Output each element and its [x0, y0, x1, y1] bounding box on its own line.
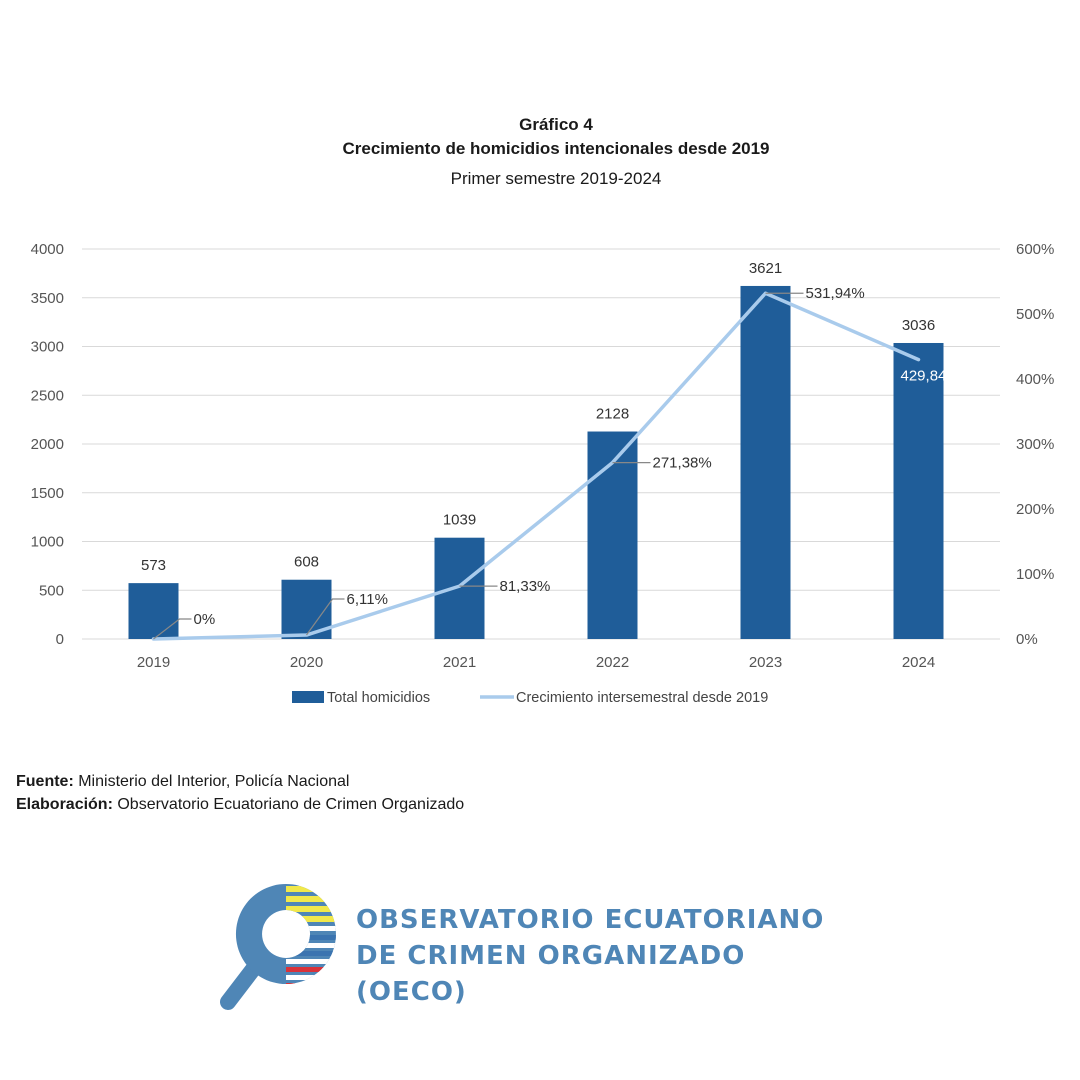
source-value: Ministerio del Interior, Policía Naciona… [73, 773, 350, 790]
y-right-tick-label: 0% [1016, 631, 1038, 648]
legend-label-line: Crecimiento intersemestral desde 2019 [516, 690, 768, 706]
y-left-tick-label: 2500 [31, 387, 64, 404]
leader-line [153, 618, 192, 640]
x-tick-label: 2019 [137, 654, 170, 671]
y-left-tick-label: 1500 [31, 485, 64, 502]
chart-subtitle: Primer semestre 2019-2024 [450, 169, 662, 188]
logo-line-1: OBSERVATORIO ECUATORIANO [356, 905, 825, 935]
y-right-tick-label: 600% [1016, 241, 1054, 258]
bar-value-label: 2128 [596, 406, 629, 423]
bar-value-label: 1039 [443, 512, 476, 529]
homicides-chart: 0 500 1000 1500 2000 2500 3000 3500 4000 0% 100% 20… [31, 241, 1055, 706]
x-tick-label: 2024 [902, 654, 935, 671]
y-left-tick-label: 3000 [31, 339, 64, 356]
bar-2022 [587, 431, 638, 639]
elaboration-value: Observatorio Ecuatoriano de Crimen Organ… [112, 796, 465, 813]
oeco-logo: OBSERVATORIO ECUATORIANO DE CRIMEN ORGAN… [216, 880, 856, 1020]
y-right-tick-label: 200% [1016, 501, 1054, 518]
logo-text: OBSERVATORIO ECUATORIANO DE CRIMEN ORGAN… [356, 902, 856, 1010]
legend-label-bars: Total homicidios [327, 690, 430, 706]
bar-value-label: 608 [294, 554, 319, 571]
y-left-tick-label: 500 [39, 582, 64, 599]
magnifier-logo-icon [220, 884, 336, 1010]
growth-value-label: 531,94% [806, 285, 865, 302]
leader-line [306, 598, 345, 636]
bar-value-label: 3036 [902, 317, 935, 334]
growth-value-label: 271,38% [653, 455, 712, 472]
y-left-tick-label: 1000 [31, 534, 64, 551]
growth-value-label: 6,11% [347, 591, 388, 608]
source-label: Fuente: [16, 773, 74, 790]
chart-title: Crecimiento de homicidios intencionales … [342, 139, 770, 158]
elaboration-label: Elaboración: [16, 796, 113, 813]
growth-line [151, 291, 921, 641]
y-left-tick-label: 0 [56, 631, 64, 648]
x-tick-label: 2021 [443, 654, 476, 671]
elaboration-line: Elaboración: Observatorio Ecuatoriano de… [16, 793, 464, 816]
y-right-tick-label: 500% [1016, 306, 1054, 323]
bar-2019 [128, 583, 179, 639]
x-tick-label: 2020 [290, 654, 323, 671]
legend-swatch-bars [292, 691, 324, 703]
y-right-tick-label: 100% [1016, 566, 1054, 583]
bar-2023 [740, 285, 791, 639]
y-left-tick-label: 2000 [31, 436, 64, 453]
bar-value-label: 573 [141, 557, 166, 574]
y-left-tick-label: 3500 [31, 290, 64, 307]
x-tick-label: 2022 [596, 654, 629, 671]
y-left-tick-label: 4000 [31, 241, 64, 258]
growth-point-2024 [917, 358, 920, 362]
growth-value-label: 0% [194, 611, 216, 628]
growth-value-label: 429,84 [901, 368, 947, 385]
credits: Fuente: Ministerio del Interior, Policía… [16, 770, 464, 816]
x-tick-label: 2023 [749, 654, 782, 671]
bar-2021 [434, 537, 485, 639]
bar-2024 [893, 342, 944, 639]
growth-value-label: 81,33% [500, 578, 551, 595]
chart-number: Gráfico 4 [519, 115, 593, 134]
y-right-tick-label: 400% [1016, 371, 1054, 388]
y-right-tick-label: 300% [1016, 436, 1054, 453]
chart-title-block: Gráfico 4 Crecimiento de homicidios inte… [0, 113, 1080, 191]
logo-line-2: DE CRIMEN ORGANIZADO (OECO) [356, 941, 746, 1007]
bar-value-label: 3621 [749, 260, 782, 277]
source-line: Fuente: Ministerio del Interior, Policía… [16, 770, 464, 793]
